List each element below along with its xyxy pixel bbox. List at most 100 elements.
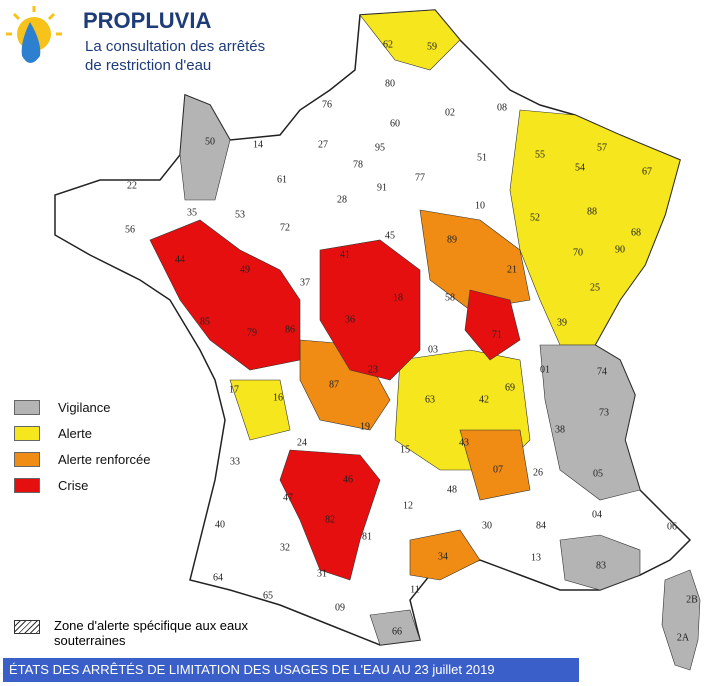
departement-label: 61 [277,174,287,185]
departement-label: 65 [263,590,273,601]
departement-label: 13 [531,552,541,563]
legend-item: Crise [14,478,88,493]
departement-label: 01 [540,364,550,375]
departement-label: 31 [317,568,327,579]
departement-label: 56 [125,224,135,235]
subtitle: de restriction d'eau [85,57,212,74]
departement-label: 40 [215,519,225,530]
legend-swatch [14,400,40,415]
departement-label: 82 [325,514,335,525]
departement-label: 77 [415,172,425,183]
hatch-swatch [14,620,40,634]
legend-item: Alerte [14,426,92,441]
departement-label: 43 [459,437,469,448]
departement-label: 80 [385,78,395,89]
departement-label: 14 [253,139,263,150]
subtitle: La consultation des arrêtés [85,38,266,55]
departement-label: 12 [403,500,413,511]
departement-label: 17 [229,384,239,395]
departement-label: 73 [599,407,609,418]
departement-label: 33 [230,456,240,467]
departement-label: 03 [428,344,438,355]
departement-label: 57 [597,142,607,153]
departement-label: 81 [362,531,372,542]
departement-label: 23 [368,364,378,375]
departement-label: 16 [273,392,283,403]
departement-label: 04 [592,509,602,520]
departement-label: 08 [497,102,507,113]
departement-label: 88 [587,206,597,217]
legend-swatch [14,426,40,441]
departement-label: 68 [631,227,641,238]
departement-label: 87 [329,379,339,390]
hatch-label: Zone d'alerte spécifique aux eaux souter… [54,618,248,648]
departement-label: 89 [447,234,457,245]
departement-label: 49 [240,264,250,275]
departement-label: 51 [477,152,487,163]
legend-label: Crise [58,478,89,493]
departement-label: 72 [280,222,290,233]
departement-label: 71 [492,329,502,340]
legend-label: Alerte renforcée [58,452,151,467]
departement-label: 46 [343,474,353,485]
departement-label: 28 [337,194,347,205]
departement-label: 74 [597,366,607,377]
departement-label: 54 [575,162,585,173]
departement-label: 27 [318,139,328,150]
departement-label: 60 [390,118,400,129]
departement-label: 06 [667,521,677,532]
hatch-legend: Zone d'alerte spécifique aux eaux souter… [14,618,284,648]
departement-label: 53 [235,209,245,220]
departement-label: 44 [175,254,185,265]
departement-label: 2B [686,594,698,605]
departement-label: 70 [573,247,583,258]
departement-label: 34 [438,551,448,562]
departement-label: 11 [410,584,420,595]
departement-label: 15 [400,444,410,455]
departement-label: 09 [335,602,345,613]
legend-swatch [14,478,40,493]
departement-label: 25 [590,282,600,293]
departement-label: 79 [247,327,257,338]
departement-label: 41 [340,249,350,260]
departement-label: 45 [385,230,395,241]
logo [6,6,62,63]
departement-label: 63 [425,394,435,405]
departement-label: 86 [285,324,295,335]
departement-label: 59 [427,41,437,52]
departement-label: 2A [677,632,690,643]
departement-label: 36 [345,314,355,325]
departement-label: 83 [596,560,606,571]
departement-label: 07 [493,464,503,475]
departement-label: 05 [593,468,603,479]
departement-label: 90 [615,244,625,255]
departement-label: 37 [300,277,310,288]
departement-label: 10 [475,200,485,211]
departement-label: 35 [187,207,197,218]
departement-label: 32 [280,542,290,553]
departement-label: 30 [482,520,492,531]
departement-label: 19 [360,421,370,432]
departement-label: 42 [479,394,489,405]
departement-label: 66 [392,626,402,637]
departement-label: 22 [127,180,137,191]
departement-label: 85 [200,316,210,327]
departement-label: 67 [642,166,652,177]
departement-label: 24 [297,437,307,448]
departement-label: 39 [557,317,567,328]
departement-label: 21 [507,264,517,275]
departement-label: 47 [283,492,293,503]
legend-label: Alerte [58,426,92,441]
legend-label: Vigilance [58,400,111,415]
departement-label: 55 [535,149,545,160]
departement-label: 64 [213,572,223,583]
departement-label: 50 [205,136,215,147]
zones [149,9,701,671]
departement-label: 78 [353,159,363,170]
departement-label: 26 [533,467,543,478]
departement-label: 18 [393,292,403,303]
departement-label: 02 [445,107,455,118]
legend-item: Vigilance [14,400,111,415]
